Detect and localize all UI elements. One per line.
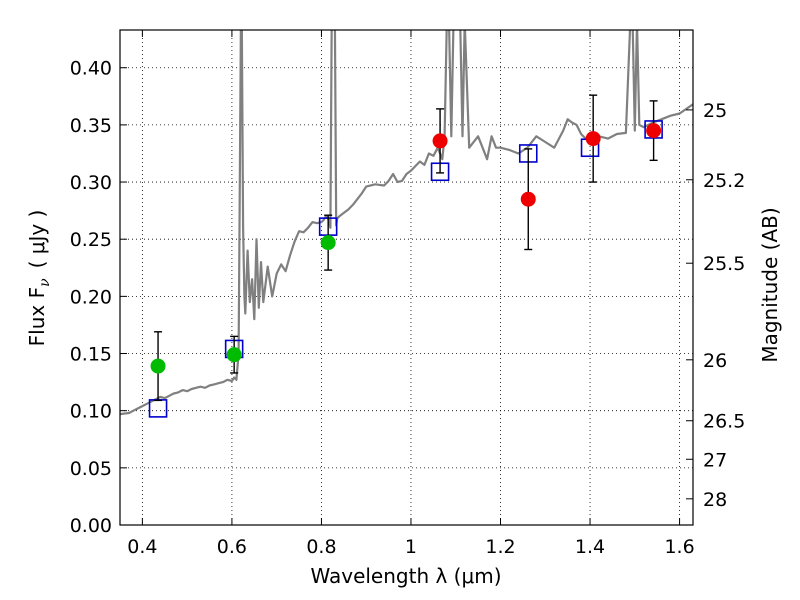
y-tick-label: 0.35: [70, 115, 112, 137]
right-tick-label: 26: [703, 350, 727, 372]
y-tick-label: 0.20: [70, 286, 112, 308]
right-tick-label: 25.2: [703, 170, 745, 192]
y-tick-label: 0.10: [70, 401, 112, 423]
y-axis-label: Flux Fν ( μJy ): [25, 210, 53, 347]
y-axis-label-subscript: ν: [37, 278, 53, 287]
x-tick-label: 1: [405, 536, 417, 558]
y-tick-label: 0.05: [70, 458, 112, 480]
x-axis-label: Wavelength λ (μm): [310, 564, 501, 588]
x-tick-label: 0.4: [127, 536, 157, 558]
axis-ticks: 0.4 0.6 0.8 1 1.2 1.4 1.6 0.00 0.05 0.10 0.15 0.20 0…: [70, 30, 745, 558]
observed-photometry-point: [150, 358, 166, 374]
y-axis-label-text: Flux F: [25, 287, 49, 346]
right-tick-label: 25.5: [703, 253, 745, 275]
x-tick-label: 1.2: [485, 536, 515, 558]
right-tick-label: 27: [703, 449, 727, 471]
x-tick-label: 0.6: [217, 536, 247, 558]
observed-photometry-point: [585, 131, 601, 147]
right-axis-label: Magnitude (AB): [758, 207, 782, 362]
observed-photometry-point: [226, 347, 242, 363]
right-tick-label: 25: [703, 100, 727, 122]
x-tick-label: 1.4: [575, 536, 605, 558]
observed-photometry-point: [320, 235, 336, 251]
y-tick-label: 0.00: [70, 515, 112, 537]
svg-text:Flux Fν( μJy ): Flux Fν ( μJy ): [25, 210, 53, 347]
observed-photometry-point: [646, 123, 662, 139]
model-photometry-point: [148, 399, 168, 418]
y-tick-label: 0.30: [70, 172, 112, 194]
observed-photometry-point: [520, 191, 536, 207]
right-tick-label: 28: [703, 489, 727, 511]
y-tick-label: 0.40: [70, 58, 112, 80]
y-tick-label: 0.25: [70, 229, 112, 251]
plot-area: [120, 30, 693, 418]
observed-photometry-point: [432, 133, 448, 149]
y-axis-label-unit: ( μJy ): [25, 210, 49, 269]
spectrum-line: [120, 30, 693, 416]
grid: [120, 30, 693, 526]
right-tick-label: 26.5: [703, 411, 745, 433]
x-tick-label: 1.6: [664, 536, 694, 558]
plot-frame: [119, 29, 694, 526]
x-tick-label: 0.8: [306, 536, 336, 558]
y-tick-label: 0.15: [70, 344, 112, 366]
